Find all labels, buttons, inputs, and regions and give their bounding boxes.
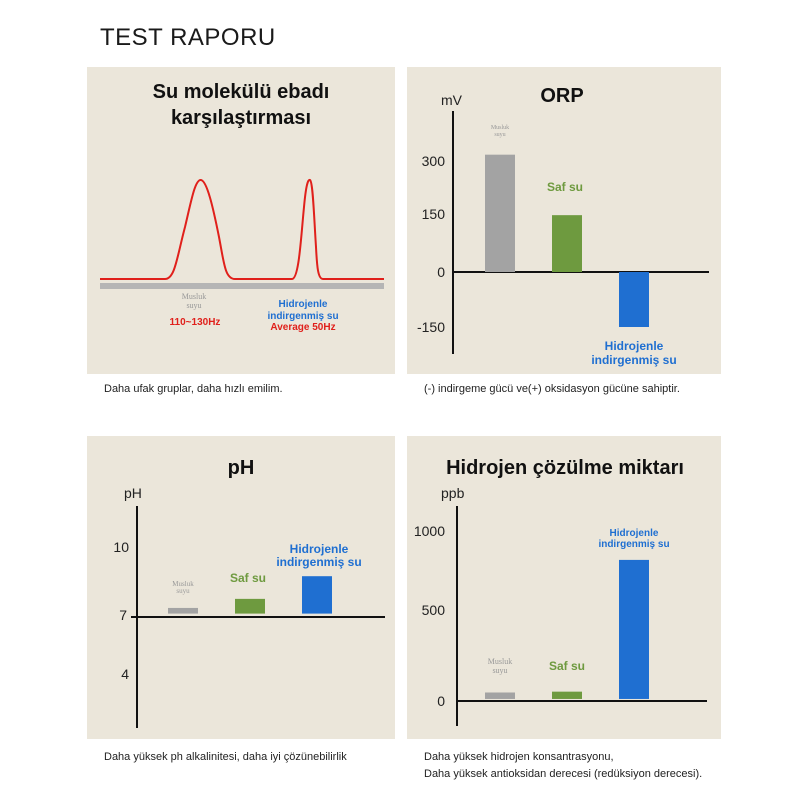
wave-baseline-bar — [100, 283, 384, 289]
hydrogen-caption-line1: Daha yüksek hidrojen konsantrasyonu, — [424, 751, 614, 763]
hydrogen-tap-label-line1: Musluk — [488, 657, 512, 666]
hydrogen-bar-hydrogen — [619, 559, 649, 699]
orp-hydrogen-label-line1: Hidrojenle — [605, 339, 664, 353]
hydrogen-unit: ppb — [441, 485, 465, 501]
ph-panel: pH pH 10 7 4 Musluk suyu Saf su Hidrojen… — [87, 436, 395, 739]
ph-bar-hydrogen — [302, 576, 332, 614]
hydrogen-tick-500: 500 — [422, 602, 446, 618]
orp-panel: ORP mV 300 150 0 -150 Musluk suyu Saf su… — [407, 67, 721, 374]
ph-tap-label-line1: Musluk — [172, 580, 194, 588]
orp-tick-0: 0 — [437, 264, 445, 280]
orp-bar-hydrogen — [619, 272, 649, 327]
ph-hydrogen-label-line1: Hidrojenle — [290, 542, 349, 556]
orp-pure-label: Saf su — [547, 180, 583, 194]
ph-caption: Daha yüksek ph alkalinitesi, daha iyi çö… — [104, 751, 347, 763]
wave-hydrogen-label-line1: Hidrojenle — [279, 299, 328, 310]
hydrogen-title: Hidrojen çözülme miktarı — [446, 457, 684, 479]
molecule-title-line1: Su molekülü ebadı — [153, 81, 330, 103]
orp-caption: (-) indirgeme gücü ve(+) oksidasyon gücü… — [424, 383, 680, 395]
orp-tap-label-line1: Musluk — [491, 125, 509, 131]
wave-tap-frequency: 110~130Hz — [170, 317, 221, 328]
ph-tap-label-line2: suyu — [176, 587, 190, 595]
wave-line — [100, 178, 384, 280]
wave-hydrogen-frequency: Average 50Hz — [270, 322, 335, 333]
orp-tick-minus-150: -150 — [417, 319, 445, 335]
hydrogen-pure-label: Saf su — [549, 659, 585, 673]
orp-tick-150: 150 — [422, 206, 446, 222]
orp-bar-tap — [485, 154, 515, 272]
molecule-size-panel: Su molekülü ebadı karşılaştırması Musluk… — [87, 67, 395, 374]
wave-hydrogen-label-line2: indirgenmiş su — [267, 311, 338, 322]
orp-tick-300: 300 — [422, 153, 446, 169]
hydrogen-chart: Hidrojen çözülme miktarı ppb 1000 500 0 … — [414, 457, 707, 726]
hydrogen-tick-1000: 1000 — [414, 523, 445, 539]
orp-title: ORP — [540, 85, 583, 107]
ph-bar-pure — [235, 598, 265, 614]
orp-hydrogen-label-line2: indirgenmiş su — [591, 353, 676, 367]
wave-tap-label-line2: suyu — [186, 301, 201, 310]
hydrogen-bar-tap — [485, 692, 515, 699]
ph-title: pH — [228, 457, 255, 479]
molecule-wave-chart: Su molekülü ebadı karşılaştırması Musluk… — [100, 81, 384, 333]
ph-chart: pH pH 10 7 4 Musluk suyu Saf su Hidrojen… — [113, 457, 385, 728]
ph-hydrogen-label-line2: indirgenmiş su — [276, 555, 361, 569]
hydrogen-tap-label-line2: suyu — [492, 666, 507, 675]
ph-pure-label: Saf su — [230, 571, 266, 585]
hydrogen-hydrogen-label-line1: Hidrojenle — [610, 528, 659, 539]
molecule-caption: Daha ufak gruplar, daha hızlı emilim. — [104, 383, 283, 395]
hydrogen-hydrogen-label-line2: indirgenmiş su — [598, 539, 669, 550]
orp-bar-pure — [552, 215, 582, 272]
wave-tap-label-line1: Musluk — [182, 292, 206, 301]
orp-unit: mV — [441, 92, 463, 108]
orp-chart: ORP mV 300 150 0 -150 Musluk suyu Saf su… — [417, 85, 709, 367]
ph-tick-10: 10 — [113, 539, 129, 555]
orp-tap-label-line2: suyu — [494, 132, 505, 138]
molecule-title-line2: karşılaştırması — [171, 107, 311, 129]
page-title: TEST RAPORU — [100, 24, 276, 51]
hydrogen-tick-0: 0 — [437, 693, 445, 709]
ph-unit: pH — [124, 485, 142, 501]
ph-tick-7: 7 — [119, 607, 127, 623]
hydrogen-panel: Hidrojen çözülme miktarı ppb 1000 500 0 … — [407, 436, 721, 739]
hydrogen-caption-line2: Daha yüksek antioksidan derecesi (redüks… — [424, 768, 703, 780]
hydrogen-bar-pure — [552, 691, 582, 699]
ph-tick-4: 4 — [121, 666, 129, 682]
ph-bar-tap — [168, 607, 198, 614]
